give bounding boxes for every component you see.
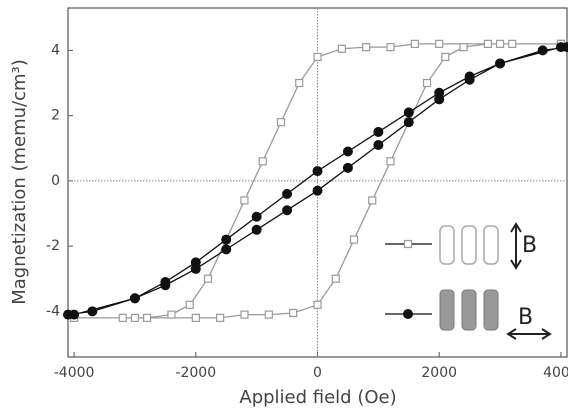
marker — [282, 188, 293, 199]
marker — [87, 306, 98, 317]
legend-label: B — [522, 233, 537, 258]
y-tick-label: 0 — [51, 173, 60, 189]
marker — [435, 39, 444, 48]
marker — [295, 78, 304, 88]
marker — [373, 126, 384, 137]
x-tick-label: 2000 — [421, 365, 457, 381]
marker — [185, 300, 194, 309]
marker — [331, 274, 340, 283]
marker — [410, 39, 419, 48]
marker — [403, 107, 414, 118]
legend-label: B — [518, 305, 533, 330]
marker — [221, 244, 232, 255]
x-tick-label: -4000 — [54, 365, 95, 381]
x-tick-label: -2000 — [175, 365, 216, 381]
marker — [143, 313, 152, 322]
legend-arrow-horizontal — [506, 328, 552, 340]
marker — [240, 310, 249, 319]
marker — [495, 39, 505, 48]
marker — [313, 300, 322, 309]
marker — [190, 263, 201, 274]
legend-rods-filled — [439, 289, 499, 331]
marker — [434, 94, 445, 105]
marker — [313, 52, 322, 62]
marker — [118, 313, 127, 322]
y-tick-label: 2 — [51, 108, 60, 124]
marker — [276, 118, 286, 127]
marker — [129, 293, 140, 304]
marker — [337, 44, 346, 53]
marker — [258, 157, 267, 166]
marker — [130, 313, 140, 322]
marker — [386, 157, 395, 166]
y-axis-label: Magnetization (memu/cm³) — [9, 59, 30, 305]
y-tick-label: -4 — [46, 303, 60, 319]
marker — [464, 74, 475, 85]
marker — [422, 78, 432, 88]
marker — [403, 117, 414, 128]
x-tick-label: 0 — [313, 365, 322, 381]
marker — [362, 43, 371, 52]
marker — [191, 313, 200, 322]
marker — [373, 139, 384, 150]
marker — [483, 39, 492, 48]
marker — [63, 309, 73, 320]
marker — [312, 185, 323, 196]
x-tick-label: 4000 — [543, 365, 568, 381]
y-tick-label: -2 — [46, 238, 60, 254]
marker — [240, 196, 249, 205]
series-line — [67, 46, 568, 316]
marker — [342, 146, 353, 157]
x-axis-label: Applied field (Oe) — [239, 387, 396, 408]
marker — [264, 310, 273, 319]
legend-marker — [403, 309, 413, 319]
marker — [495, 58, 506, 69]
legend — [439, 222, 552, 340]
marker — [537, 45, 548, 56]
marker — [167, 310, 176, 319]
legend-arrow-vertical — [510, 222, 522, 270]
marker — [251, 211, 262, 222]
marker — [203, 274, 213, 283]
marker — [251, 224, 262, 235]
marker — [441, 52, 450, 62]
marker — [368, 196, 377, 205]
marker — [349, 235, 359, 244]
marker — [289, 308, 298, 318]
marker — [282, 205, 293, 216]
marker — [508, 39, 517, 48]
y-tick-label: 4 — [51, 42, 60, 58]
marker — [221, 234, 232, 245]
marker — [216, 313, 225, 322]
marker — [386, 43, 395, 52]
marker — [459, 43, 468, 52]
legend-rods-open — [439, 225, 499, 265]
legend-marker — [403, 239, 413, 249]
marker — [312, 166, 323, 177]
marker — [342, 162, 353, 173]
marker — [555, 42, 566, 53]
marker — [160, 280, 171, 291]
